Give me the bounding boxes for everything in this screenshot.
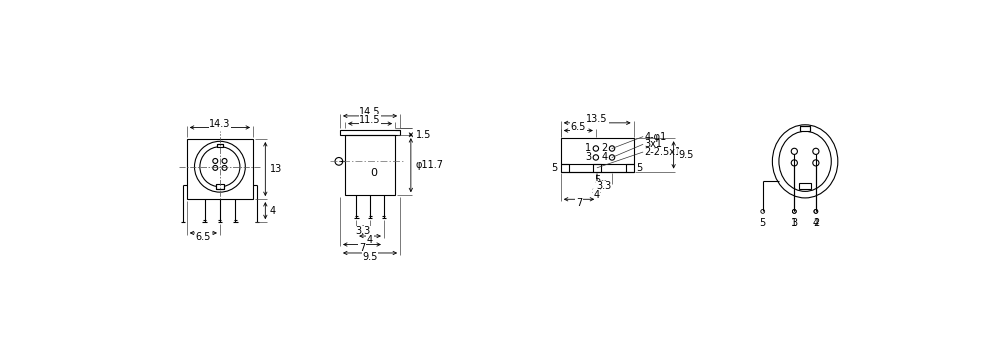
Text: 1.5: 1.5: [415, 130, 431, 140]
Text: 13: 13: [270, 164, 282, 174]
Text: 7: 7: [359, 243, 365, 253]
Text: 3x1: 3x1: [644, 139, 662, 149]
Text: 4: 4: [593, 190, 600, 200]
Text: 5: 5: [637, 163, 643, 173]
Text: 5: 5: [594, 175, 600, 185]
Text: 3: 3: [791, 218, 797, 228]
Bar: [561, 164, 569, 172]
Bar: [187, 139, 253, 199]
Bar: [561, 138, 634, 164]
Bar: [626, 164, 634, 172]
Bar: [345, 135, 395, 195]
Text: 3.3: 3.3: [355, 226, 371, 236]
Text: 14.3: 14.3: [209, 119, 231, 128]
Text: 9.5: 9.5: [678, 150, 694, 160]
Bar: [217, 144, 223, 147]
Text: 4: 4: [813, 218, 819, 228]
Text: 13.5: 13.5: [586, 114, 608, 124]
Text: 4-φ1: 4-φ1: [644, 132, 667, 142]
Text: 2: 2: [813, 218, 819, 228]
Text: 2: 2: [601, 144, 607, 154]
Text: 3: 3: [585, 153, 591, 162]
Text: 1: 1: [791, 218, 797, 228]
Bar: [340, 130, 400, 135]
Text: 5: 5: [760, 218, 766, 228]
Text: φ11.7: φ11.7: [415, 160, 443, 170]
Bar: [800, 126, 810, 131]
Text: 3.3: 3.3: [596, 181, 612, 191]
Text: 6.5: 6.5: [196, 232, 211, 242]
Text: 14.5: 14.5: [359, 107, 381, 117]
Text: 4: 4: [601, 153, 607, 162]
Bar: [593, 164, 601, 172]
Text: 0: 0: [370, 168, 377, 178]
Text: 2-2.5x1: 2-2.5x1: [644, 147, 681, 157]
Text: 11.5: 11.5: [359, 115, 381, 125]
Bar: [216, 184, 224, 189]
Text: 5: 5: [551, 163, 558, 173]
Text: 4: 4: [270, 206, 276, 216]
Text: 9.5: 9.5: [362, 252, 378, 262]
Bar: [799, 183, 811, 189]
Text: 6.5: 6.5: [571, 122, 586, 132]
Text: 7: 7: [576, 198, 582, 208]
Text: 4: 4: [367, 235, 373, 245]
Text: 1: 1: [585, 144, 591, 154]
